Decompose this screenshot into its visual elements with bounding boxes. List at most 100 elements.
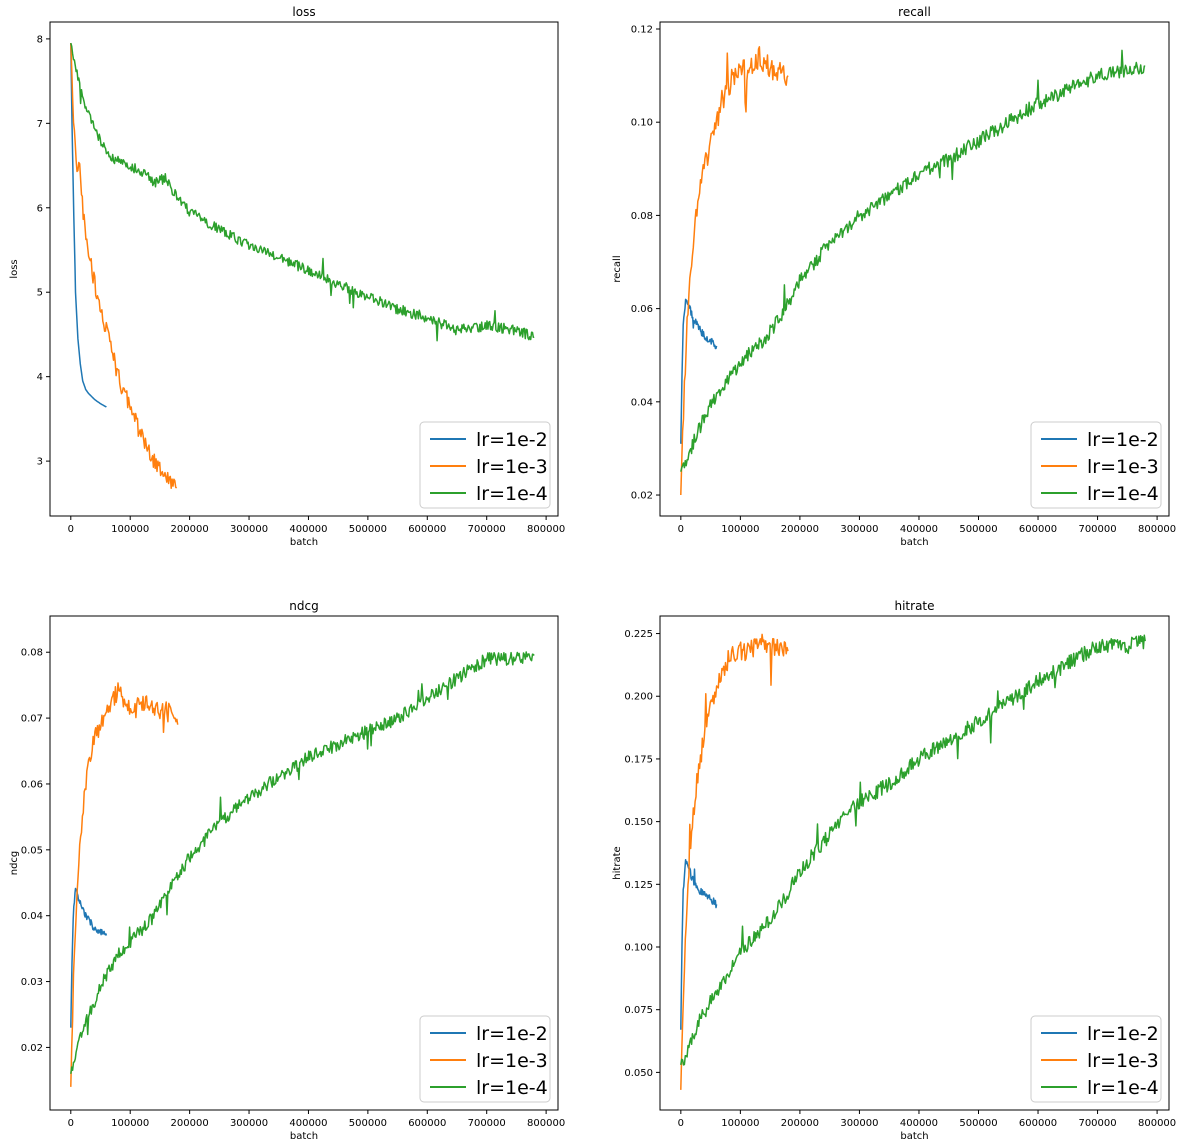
y-tick-label: 0.02 [631, 491, 653, 502]
x-tick-label: 200000 [171, 1118, 209, 1129]
y-tick-label: 0.225 [624, 629, 653, 640]
legend-label: lr=1e-3 [476, 1050, 548, 1072]
series-line-0 [70, 43, 107, 408]
x-tick-label: 700000 [1078, 524, 1116, 535]
axes-frame [49, 615, 559, 1111]
x-tick-label: 700000 [468, 1118, 506, 1129]
x-tick-label: 100000 [721, 1118, 759, 1129]
series-line-1 [70, 43, 178, 490]
y-tick-label: 0.04 [631, 397, 653, 408]
x-tick-label: 600000 [408, 524, 446, 535]
x-tick-label: 100000 [111, 524, 149, 535]
x-tick-label: 500000 [959, 524, 997, 535]
series-group [70, 651, 535, 1087]
series-line-2 [70, 42, 535, 342]
y-tick-label: 7 [37, 119, 43, 130]
x-tick-label: 800000 [527, 1118, 565, 1129]
series-line-0 [680, 298, 718, 444]
legend-label: lr=1e-3 [1087, 1050, 1159, 1072]
series-line-1 [680, 46, 789, 496]
x-tick-label: 700000 [468, 524, 506, 535]
axes-frame [659, 615, 1170, 1111]
x-tick-label: 100000 [111, 1118, 149, 1129]
x-tick-label: 200000 [781, 1118, 819, 1129]
legend-label: lr=1e-4 [1087, 483, 1159, 505]
y-tick-label: 4 [37, 372, 43, 383]
x-tick-label: 600000 [1019, 1118, 1057, 1129]
x-tick-label: 300000 [840, 1118, 878, 1129]
legend-label: lr=1e-4 [476, 483, 548, 505]
y-tick-label: 0.175 [624, 754, 653, 765]
x-tick-label: 600000 [1019, 524, 1057, 535]
y-tick-label: 0.05 [21, 845, 43, 856]
chart-panel-0: loss 0 100000 200000 300000 400000 500000 60000… [9, 5, 565, 548]
y-tick-label: 6 [37, 203, 43, 214]
legend-box [1030, 1015, 1162, 1103]
legend-label: lr=1e-3 [476, 456, 548, 478]
legend-label: lr=1e-2 [1087, 1023, 1159, 1045]
x-tick-label: 700000 [1078, 1118, 1116, 1129]
y-tick-label: 0.050 [624, 1068, 653, 1079]
y-tick-label: 0.10 [631, 118, 653, 129]
y-tick-label: 0.12 [631, 24, 653, 35]
chart-title: loss [292, 5, 315, 19]
y-tick-label: 0.200 [624, 692, 653, 703]
y-axis-label: recall [612, 255, 623, 282]
legend-label: lr=1e-3 [1087, 456, 1159, 478]
legend: lr=1e-2 lr=1e-3 lr=1e-4 [1030, 1015, 1162, 1103]
x-tick-label: 200000 [171, 524, 209, 535]
x-tick-label: 800000 [527, 524, 565, 535]
y-tick-label: 3 [37, 457, 43, 468]
x-tick-label: 800000 [1138, 1118, 1176, 1129]
series-group [680, 46, 1146, 496]
x-axis-label: batch [290, 537, 318, 548]
x-tick-label: 300000 [230, 524, 268, 535]
y-tick-label: 0.06 [21, 779, 43, 790]
chart-title: ndcg [289, 599, 318, 613]
y-tick-label: 8 [37, 34, 43, 45]
legend-box [419, 421, 551, 509]
legend-label: lr=1e-2 [476, 429, 548, 451]
x-tick-label: 500000 [349, 524, 387, 535]
y-tick-label: 0.02 [21, 1043, 43, 1054]
x-tick-label: 300000 [230, 1118, 268, 1129]
chart-panel-1: recall 0 100000 200000 300000 400000 500000 600… [612, 5, 1176, 548]
x-tick-label: 0 [678, 1118, 684, 1129]
x-tick-label: 500000 [959, 1118, 997, 1129]
x-tick-label: 400000 [289, 524, 327, 535]
legend: lr=1e-2 lr=1e-3 lr=1e-4 [419, 421, 551, 509]
chart-panel-3: hitrate 0 100000 200000 300000 400000 500000 60… [612, 599, 1176, 1142]
y-tick-label: 0.04 [21, 911, 43, 922]
x-tick-label: 800000 [1138, 524, 1176, 535]
y-tick-label: 5 [37, 288, 43, 299]
axes-frame [659, 21, 1170, 517]
y-tick-label: 0.125 [624, 880, 653, 891]
x-tick-label: 0 [68, 524, 74, 535]
legend-box [419, 1015, 551, 1103]
y-tick-label: 0.08 [631, 211, 653, 222]
legend: lr=1e-2 lr=1e-3 lr=1e-4 [1030, 421, 1162, 509]
y-tick-label: 0.150 [624, 817, 653, 828]
axes-frame [49, 21, 559, 517]
chart-title: recall [898, 5, 931, 19]
y-tick-label: 0.075 [624, 1005, 653, 1016]
x-tick-label: 500000 [349, 1118, 387, 1129]
y-axis-label: loss [9, 259, 20, 278]
x-tick-label: 400000 [289, 1118, 327, 1129]
series-line-1 [70, 682, 179, 1087]
series-line-2 [680, 49, 1146, 472]
legend-label: lr=1e-4 [476, 1077, 548, 1099]
x-tick-label: 0 [678, 524, 684, 535]
x-axis-label: batch [900, 537, 928, 548]
series-line-2 [70, 651, 535, 1074]
x-tick-label: 400000 [900, 524, 938, 535]
chart-panel-2: ndcg 0 100000 200000 300000 400000 500000 60000… [9, 599, 565, 1142]
x-tick-label: 200000 [781, 524, 819, 535]
x-axis-label: batch [290, 1131, 318, 1142]
legend-label: lr=1e-4 [1087, 1077, 1159, 1099]
series-group [680, 633, 1146, 1090]
x-axis-label: batch [900, 1131, 928, 1142]
series-line-1 [680, 633, 789, 1090]
legend-label: lr=1e-2 [476, 1023, 548, 1045]
